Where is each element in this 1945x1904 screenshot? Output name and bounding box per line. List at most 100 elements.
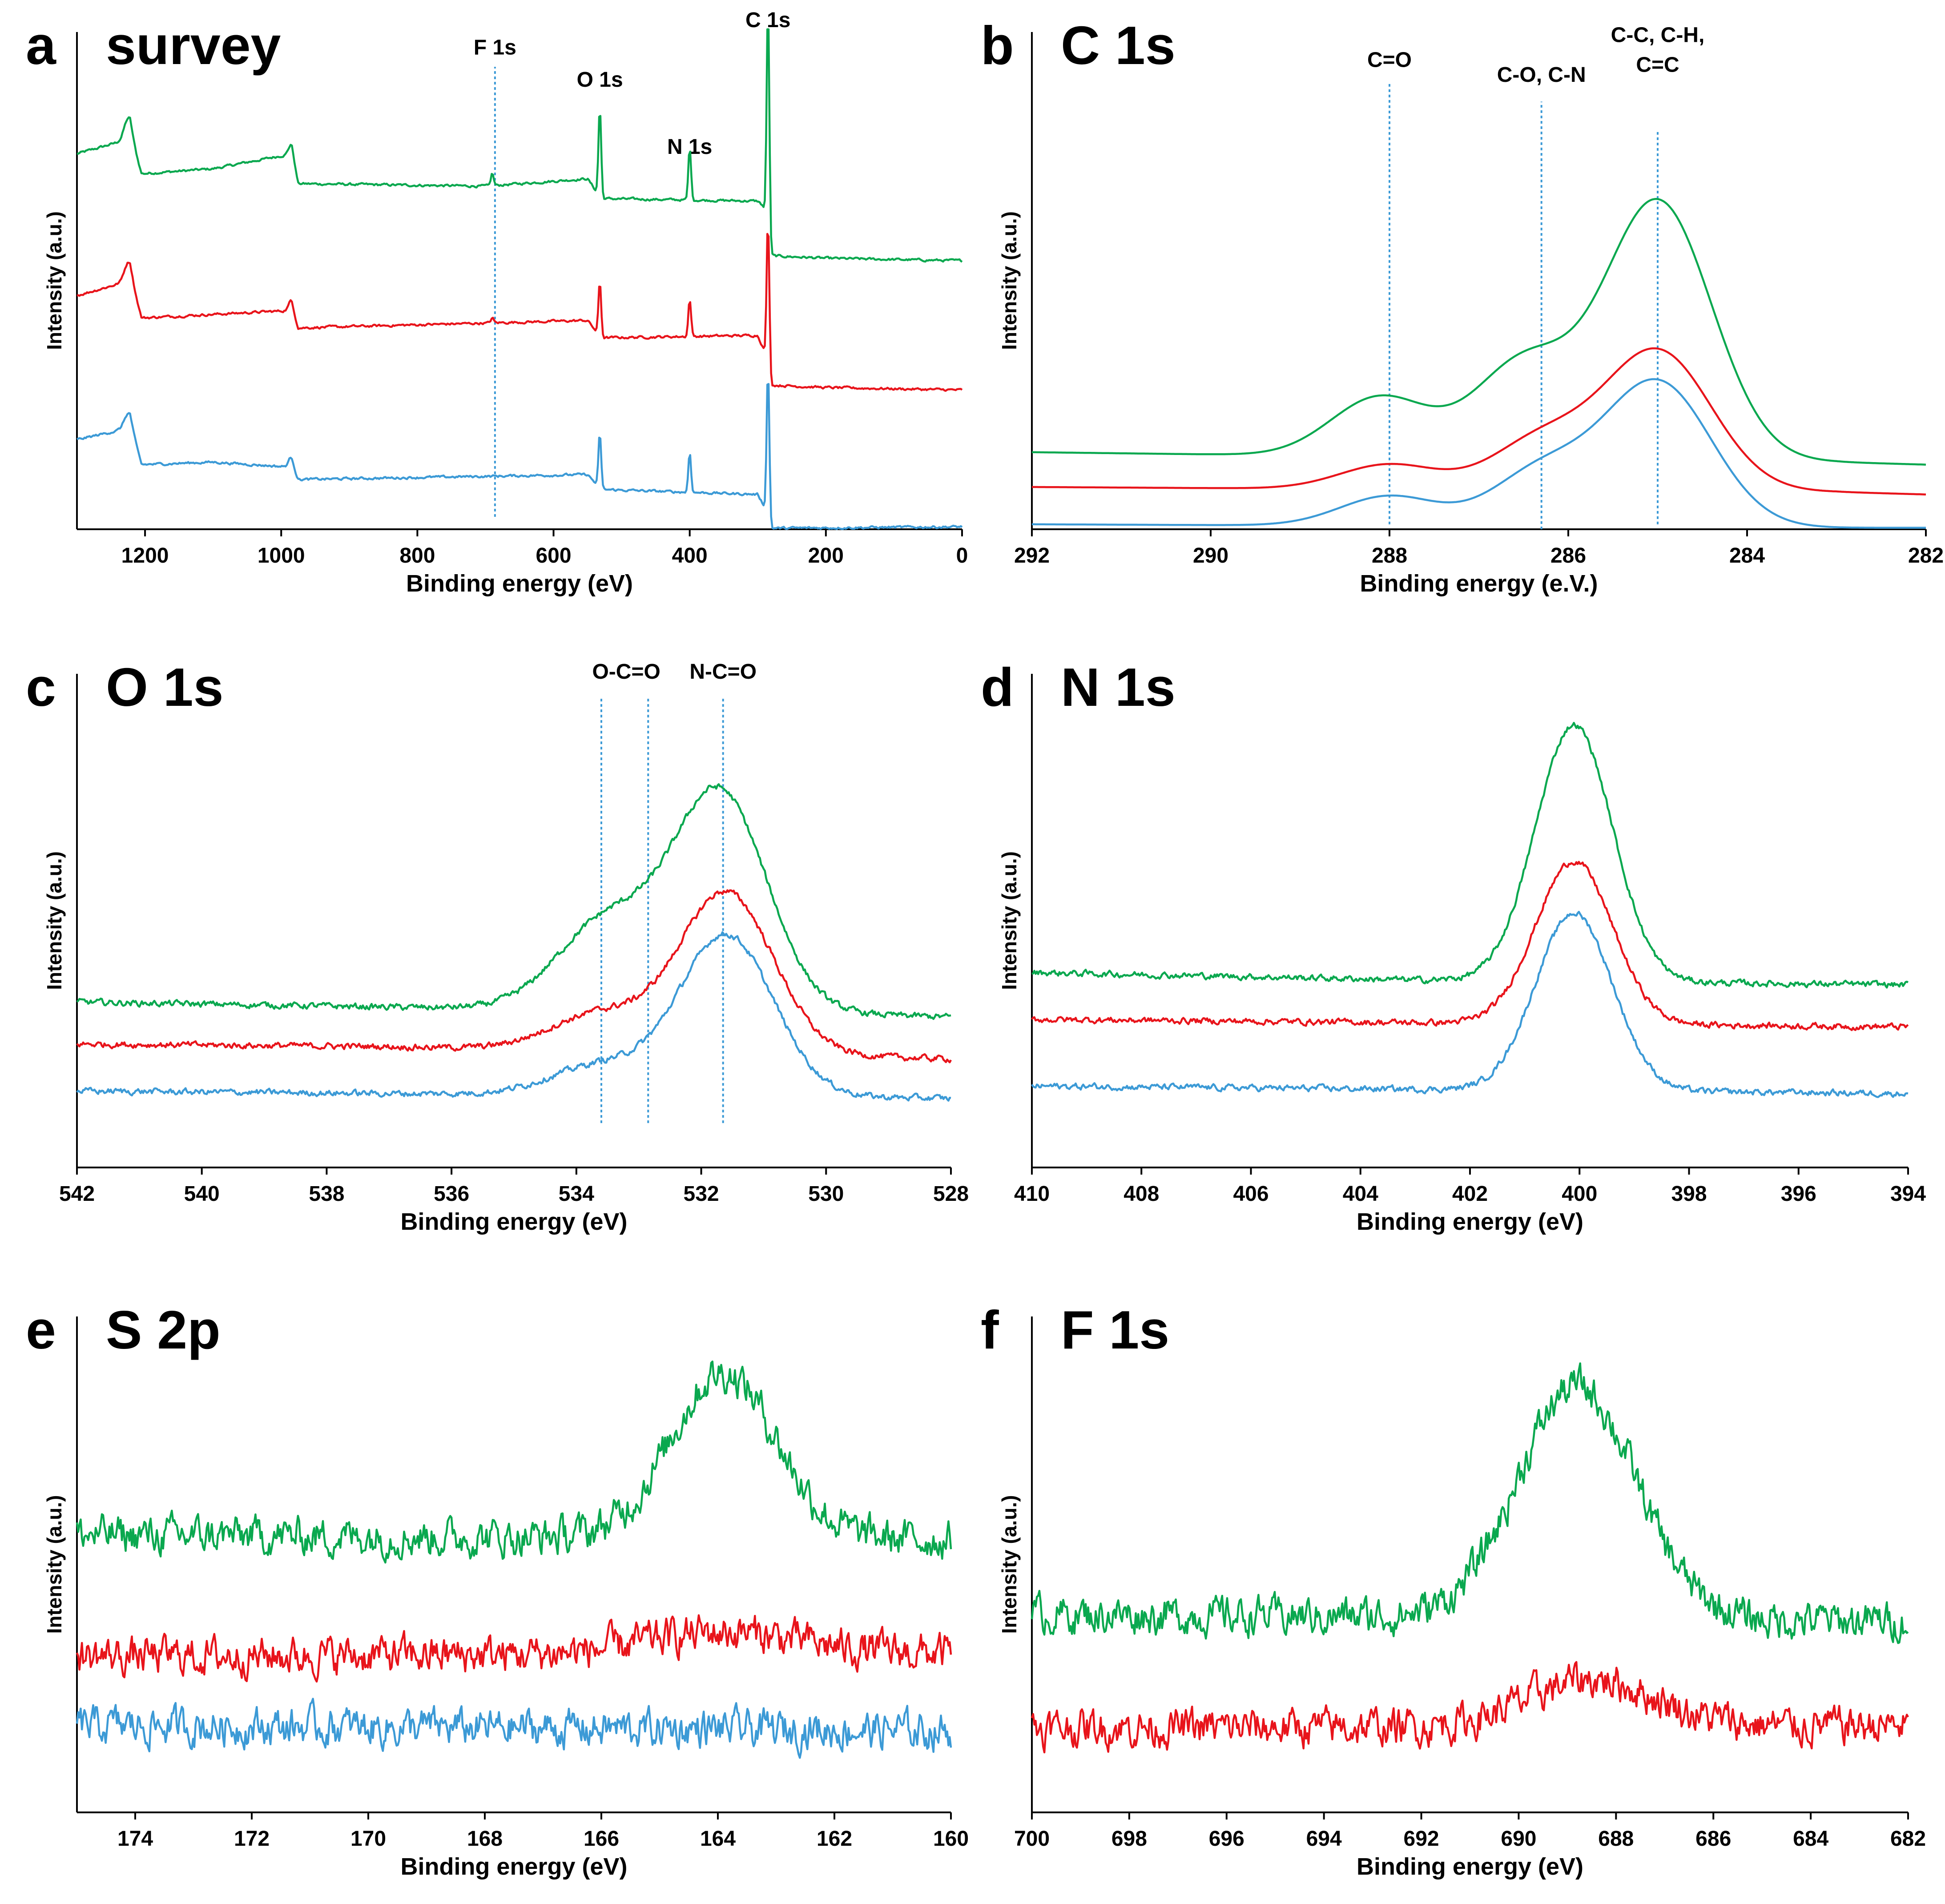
x-tick-label: 394: [1890, 1182, 1926, 1206]
x-tick-label: 164: [700, 1827, 736, 1851]
panel-letter: c: [26, 657, 56, 717]
x-tick-label: 536: [434, 1182, 469, 1206]
x-tick-label: 800: [399, 544, 435, 568]
x-axis-label: Binding energy (e.V.): [1360, 570, 1598, 597]
panel-letter: e: [26, 1300, 56, 1360]
x-tick-label: 406: [1233, 1182, 1268, 1206]
x-axis-label: Binding energy (eV): [406, 570, 633, 597]
x-tick-label: 688: [1598, 1827, 1634, 1851]
x-tick-label: 698: [1111, 1827, 1147, 1851]
x-tick-label: 692: [1404, 1827, 1439, 1851]
peak-annotation: O-C=O: [592, 660, 660, 684]
x-tick-label: 542: [59, 1182, 95, 1206]
x-tick-label: 398: [1671, 1182, 1707, 1206]
panel-title: C 1s: [1061, 15, 1176, 76]
x-tick-label: 684: [1793, 1827, 1828, 1851]
x-axis-label: Binding energy (eV): [400, 1853, 627, 1880]
x-tick-label: 408: [1124, 1182, 1159, 1206]
peak-annotation: F 1s: [474, 36, 516, 59]
series-line-blue: [76, 931, 951, 1102]
y-axis-label: Intensity (a.u.): [998, 851, 1021, 990]
x-tick-label: 284: [1729, 544, 1765, 568]
panel-letter: a: [26, 15, 56, 76]
x-tick-label: 538: [309, 1182, 344, 1206]
panel-d: 410 408 406 404 402 400 398 396 394 Binding energ…: [981, 657, 1926, 1235]
x-tick-label: 286: [1550, 544, 1586, 568]
panel-title: survey: [106, 15, 281, 76]
x-tick-label: 0: [956, 544, 968, 568]
x-tick-label: 1000: [258, 544, 305, 568]
x-tick-label: 410: [1014, 1182, 1050, 1206]
x-tick-label: 200: [808, 544, 844, 568]
series-line-green: [1032, 198, 1926, 466]
x-tick-label: 530: [808, 1182, 844, 1206]
series-line-red: [76, 1614, 952, 1683]
series-line-red: [1032, 347, 1926, 495]
x-tick-label: 396: [1781, 1182, 1816, 1206]
x-tick-label: 690: [1501, 1827, 1536, 1851]
x-tick-label: 1200: [121, 544, 169, 568]
series-line-green: [76, 1361, 952, 1564]
series-line-green: [1031, 722, 1909, 989]
peak-annotation: C=O: [1367, 48, 1412, 72]
panel-f: 700 698 696 694 692 690 688 686 684 682 Binding en…: [981, 1300, 1926, 1880]
x-axis-label: Binding energy (eV): [1357, 1853, 1583, 1880]
y-axis-label: Intensity (a.u.): [43, 211, 66, 350]
x-axis-label: Binding energy (eV): [400, 1208, 627, 1235]
x-tick-label: 696: [1209, 1827, 1244, 1851]
x-tick-label: 162: [817, 1827, 852, 1851]
y-axis-label: Intensity (a.u.): [998, 1495, 1021, 1634]
panel-c: 542 540 538 536 534 532 530 528 Binding energy (…: [26, 657, 969, 1235]
x-tick-label: 400: [1562, 1182, 1597, 1206]
x-tick-label: 172: [234, 1827, 270, 1851]
peak-annotation: C 1s: [745, 8, 790, 32]
x-tick-label: 700: [1014, 1827, 1050, 1851]
x-tick-label: 540: [184, 1182, 220, 1206]
panel-letter: d: [981, 657, 1014, 717]
series-line-blue: [1031, 910, 1909, 1098]
series-line-red: [77, 233, 963, 392]
peak-annotation: N-C=O: [689, 660, 757, 684]
series-line-red: [76, 889, 952, 1063]
series-line-green: [1031, 1362, 1909, 1644]
x-axis-label: Binding energy (eV): [1357, 1208, 1583, 1235]
x-tick-label: 534: [559, 1182, 594, 1206]
panel-title: F 1s: [1061, 1300, 1169, 1360]
y-axis-label: Intensity (a.u.): [43, 1495, 66, 1634]
x-tick-label: 290: [1193, 544, 1228, 568]
x-tick-label: 404: [1343, 1182, 1378, 1206]
panel-e: 174 172 170 168 166 164 162 160 Binding energy (…: [26, 1300, 969, 1880]
x-tick-label: 402: [1452, 1182, 1488, 1206]
x-tick-label: 532: [684, 1182, 719, 1206]
y-axis-label: Intensity (a.u.): [43, 851, 66, 990]
series-line-red: [1031, 861, 1909, 1031]
x-tick-label: 292: [1014, 544, 1050, 568]
x-tick-label: 600: [536, 544, 571, 568]
x-tick-label: 174: [117, 1827, 153, 1851]
x-tick-label: 160: [933, 1827, 969, 1851]
x-tick-label: 400: [672, 544, 708, 568]
peak-annotation: C-O, C-N: [1497, 63, 1586, 87]
peak-annotation: C-C, C-H,: [1611, 23, 1705, 47]
series-line-green: [77, 28, 963, 263]
x-tick-label: 282: [1908, 544, 1944, 568]
y-axis-label: Intensity (a.u.): [998, 211, 1021, 350]
peak-annotation: C=C: [1636, 53, 1679, 76]
series-line-blue: [77, 383, 963, 530]
x-tick-label: 168: [467, 1827, 503, 1851]
series-line-green: [76, 783, 951, 1020]
x-tick-label: 288: [1372, 544, 1407, 568]
x-tick-label: 686: [1695, 1827, 1731, 1851]
series-line-blue: [1032, 378, 1926, 529]
panel-a: 1200 1000 800 600 400 200 0 Binding energy (eV)…: [26, 8, 968, 597]
panel-letter: b: [981, 15, 1014, 76]
x-tick-label: 170: [350, 1827, 386, 1851]
peak-annotation: O 1s: [577, 68, 623, 92]
panel-title: O 1s: [106, 657, 224, 717]
panel-b: 292 290 288 286 284 282 Binding energy (e.V.) I…: [981, 15, 1944, 597]
series-line-red: [1031, 1661, 1909, 1754]
x-tick-label: 694: [1306, 1827, 1342, 1851]
panel-title: N 1s: [1061, 657, 1176, 717]
panel-letter: f: [981, 1300, 999, 1360]
